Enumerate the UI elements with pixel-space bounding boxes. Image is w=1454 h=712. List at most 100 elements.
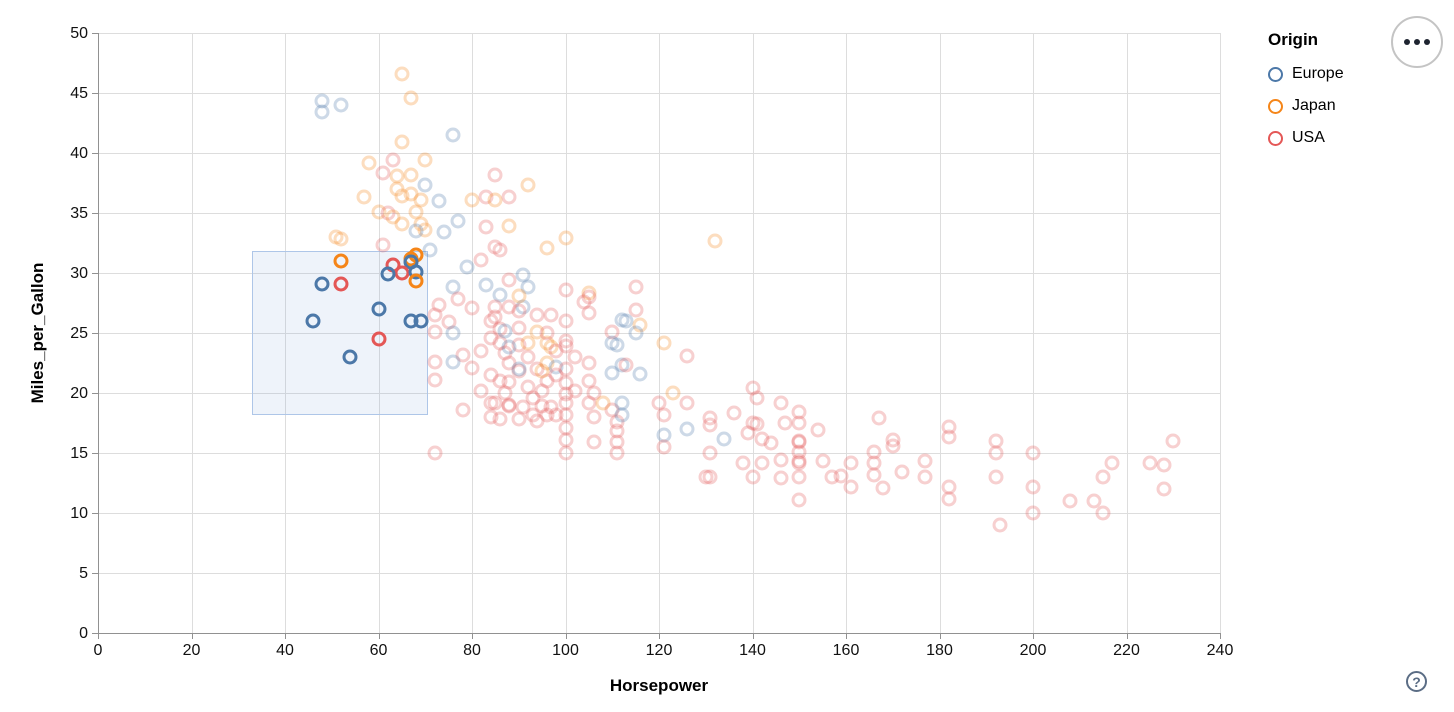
- data-point[interactable]: [492, 373, 508, 389]
- data-point[interactable]: [614, 407, 630, 423]
- data-point[interactable]: [586, 434, 602, 450]
- data-point[interactable]: [716, 431, 732, 447]
- data-point[interactable]: [815, 453, 831, 469]
- data-point[interactable]: [604, 365, 620, 381]
- data-point[interactable]: [679, 421, 695, 437]
- data-point-selected[interactable]: [305, 313, 321, 329]
- data-point[interactable]: [628, 302, 644, 318]
- data-point[interactable]: [361, 155, 377, 171]
- data-point[interactable]: [609, 337, 625, 353]
- legend-item-usa[interactable]: USA: [1268, 122, 1344, 154]
- data-point[interactable]: [436, 224, 452, 240]
- data-point[interactable]: [754, 455, 770, 471]
- data-point[interactable]: [614, 312, 630, 328]
- data-point[interactable]: [375, 237, 391, 253]
- data-point[interactable]: [656, 335, 672, 351]
- data-point[interactable]: [988, 445, 1004, 461]
- data-point[interactable]: [478, 277, 494, 293]
- data-point[interactable]: [445, 354, 461, 370]
- data-point[interactable]: [459, 259, 475, 275]
- data-point[interactable]: [473, 252, 489, 268]
- data-point[interactable]: [791, 455, 807, 471]
- data-point-selected[interactable]: [371, 331, 386, 347]
- data-point[interactable]: [403, 167, 419, 183]
- data-point[interactable]: [483, 330, 499, 346]
- data-point[interactable]: [487, 192, 503, 208]
- data-point[interactable]: [394, 134, 410, 150]
- data-point[interactable]: [431, 193, 447, 209]
- data-point[interactable]: [773, 452, 789, 468]
- data-point[interactable]: [1142, 455, 1158, 471]
- legend-item-europe[interactable]: Europe: [1268, 58, 1344, 90]
- data-point[interactable]: [1095, 469, 1111, 485]
- data-point[interactable]: [1025, 445, 1041, 461]
- data-point[interactable]: [427, 445, 443, 461]
- data-point[interactable]: [735, 455, 751, 471]
- data-point[interactable]: [745, 469, 760, 485]
- data-point[interactable]: [885, 438, 901, 454]
- data-point[interactable]: [810, 422, 826, 438]
- data-point[interactable]: [333, 231, 349, 247]
- data-point[interactable]: [403, 186, 419, 202]
- data-point[interactable]: [501, 189, 517, 205]
- data-point[interactable]: [529, 307, 545, 323]
- data-point[interactable]: [558, 445, 573, 461]
- data-point[interactable]: [763, 435, 779, 451]
- data-point[interactable]: [464, 192, 480, 208]
- data-point[interactable]: [539, 240, 555, 256]
- data-point[interactable]: [1095, 505, 1111, 521]
- data-point[interactable]: [628, 279, 644, 295]
- data-point[interactable]: [464, 360, 480, 376]
- data-point[interactable]: [1062, 493, 1078, 509]
- data-point[interactable]: [417, 152, 433, 168]
- data-point[interactable]: [431, 297, 447, 313]
- data-point-selected[interactable]: [380, 266, 396, 282]
- data-point-selected[interactable]: [342, 349, 358, 365]
- data-point[interactable]: [992, 517, 1008, 533]
- data-point[interactable]: [483, 395, 499, 411]
- data-point[interactable]: [408, 223, 424, 239]
- data-point[interactable]: [581, 305, 597, 321]
- data-point[interactable]: [833, 468, 849, 484]
- data-point[interactable]: [558, 230, 573, 246]
- data-point[interactable]: [749, 416, 765, 432]
- data-point[interactable]: [866, 467, 882, 483]
- data-point-selected[interactable]: [314, 276, 330, 292]
- data-point[interactable]: [843, 455, 859, 471]
- data-point[interactable]: [464, 300, 480, 316]
- data-point[interactable]: [1104, 455, 1120, 471]
- data-point[interactable]: [988, 469, 1004, 485]
- data-point[interactable]: [525, 390, 541, 406]
- data-point[interactable]: [548, 343, 564, 359]
- data-point[interactable]: [1165, 433, 1181, 449]
- data-point[interactable]: [501, 398, 517, 414]
- data-point[interactable]: [497, 323, 513, 339]
- data-point[interactable]: [356, 189, 372, 205]
- data-point[interactable]: [618, 357, 634, 373]
- data-point[interactable]: [543, 307, 559, 323]
- data-point[interactable]: [917, 469, 933, 485]
- data-point[interactable]: [581, 289, 597, 305]
- data-point[interactable]: [702, 469, 718, 485]
- data-point[interactable]: [473, 383, 489, 399]
- legend-item-japan[interactable]: Japan: [1268, 90, 1344, 122]
- data-point[interactable]: [558, 313, 573, 329]
- data-point[interactable]: [422, 242, 438, 258]
- menu-button[interactable]: [1391, 16, 1443, 68]
- data-point[interactable]: [843, 479, 859, 495]
- data-point[interactable]: [455, 402, 471, 418]
- data-point[interactable]: [894, 464, 910, 480]
- data-point-selected[interactable]: [333, 253, 349, 269]
- data-point[interactable]: [875, 480, 891, 496]
- data-point[interactable]: [539, 325, 555, 341]
- data-point[interactable]: [773, 395, 789, 411]
- data-point[interactable]: [586, 409, 602, 425]
- data-point[interactable]: [427, 372, 443, 388]
- data-point[interactable]: [595, 395, 611, 411]
- data-point[interactable]: [487, 167, 503, 183]
- data-point[interactable]: [511, 361, 527, 377]
- data-point[interactable]: [511, 288, 527, 304]
- data-point[interactable]: [534, 383, 550, 399]
- data-point[interactable]: [567, 349, 583, 365]
- data-point[interactable]: [548, 367, 564, 383]
